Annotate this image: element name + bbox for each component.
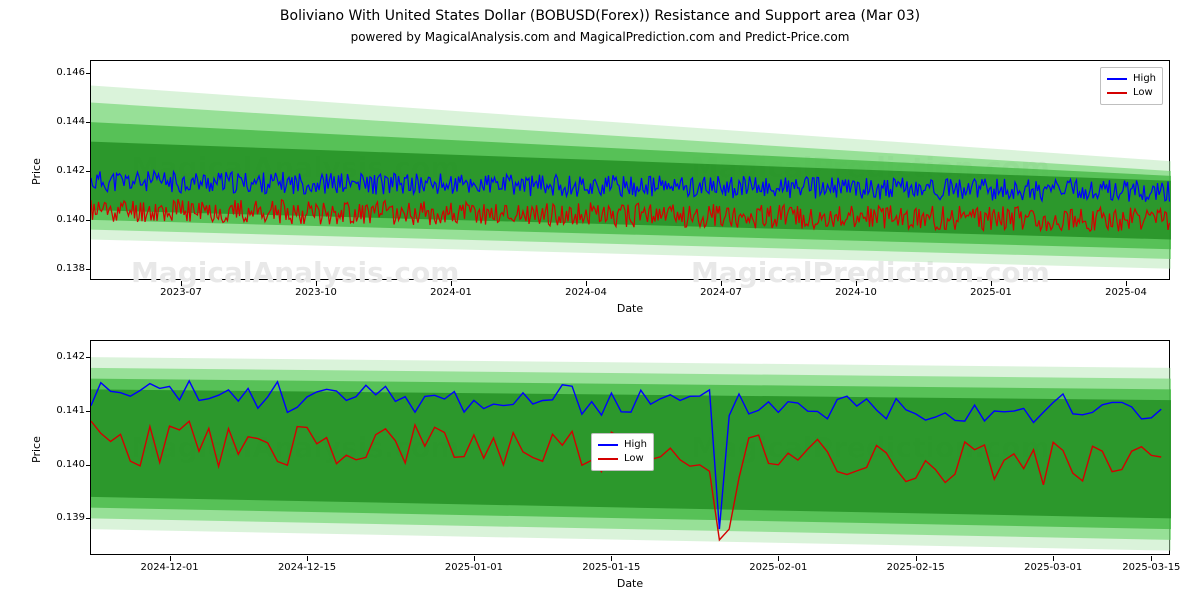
xtick-label: 2025-03-01 — [1024, 562, 1082, 573]
legend-swatch — [1107, 78, 1127, 80]
ytick-label: 0.142 — [41, 351, 85, 362]
xtick-label: 2025-04 — [1105, 287, 1147, 298]
ytick-label: 0.141 — [41, 405, 85, 416]
legend-swatch — [598, 444, 618, 446]
ytick-label: 0.142 — [41, 165, 85, 176]
figure: Boliviano With United States Dollar (BOB… — [0, 0, 1200, 600]
xtick-label: 2024-07 — [700, 287, 742, 298]
top-chart-panel: MagicalAnalysis.com MagicalPrediction.co… — [90, 60, 1170, 280]
top-chart-xlabel: Date — [90, 302, 1170, 315]
xtick-label: 2023-10 — [295, 287, 337, 298]
xtick-label: 2025-03-15 — [1122, 562, 1180, 573]
xtick-label: 2025-01-15 — [582, 562, 640, 573]
bottom-chart-xlabel: Date — [90, 577, 1170, 590]
legend-label: High — [1133, 72, 1156, 86]
chart-subtitle: powered by MagicalAnalysis.com and Magic… — [0, 30, 1200, 44]
chart-title: Boliviano With United States Dollar (BOB… — [0, 8, 1200, 24]
legend-swatch — [598, 458, 618, 460]
top-chart-ylabel: Price — [30, 158, 43, 185]
xtick-label: 2023-07 — [160, 287, 202, 298]
xtick-label: 2024-04 — [565, 287, 607, 298]
xtick-label: 2024-01 — [430, 287, 472, 298]
legend-item: Low — [598, 452, 647, 466]
xtick-label: 2024-10 — [835, 287, 877, 298]
xtick-label: 2025-01-01 — [445, 562, 503, 573]
legend-item: High — [598, 438, 647, 452]
ytick-label: 0.140 — [41, 459, 85, 470]
legend-label: Low — [624, 452, 644, 466]
ytick-label: 0.146 — [41, 67, 85, 78]
top-chart-svg — [91, 61, 1171, 281]
bottom-chart-panel: MagicalAnalysis.com MagicalPrediction.co… — [90, 340, 1170, 555]
bottom-chart-ylabel: Price — [30, 436, 43, 463]
ytick-label: 0.140 — [41, 214, 85, 225]
legend-label: Low — [1133, 86, 1153, 100]
ytick-label: 0.139 — [41, 512, 85, 523]
xtick-label: 2025-02-15 — [887, 562, 945, 573]
ytick-label: 0.144 — [41, 116, 85, 127]
xtick-label: 2024-12-15 — [278, 562, 336, 573]
ytick-label: 0.138 — [41, 263, 85, 274]
legend-item: High — [1107, 72, 1156, 86]
top-chart-legend: HighLow — [1100, 67, 1163, 105]
xtick-label: 2025-02-01 — [749, 562, 807, 573]
legend-label: High — [624, 438, 647, 452]
legend-item: Low — [1107, 86, 1156, 100]
xtick-label: 2024-12-01 — [140, 562, 198, 573]
legend-swatch — [1107, 92, 1127, 94]
xtick-label: 2025-01 — [970, 287, 1012, 298]
bottom-chart-legend: HighLow — [591, 433, 654, 471]
